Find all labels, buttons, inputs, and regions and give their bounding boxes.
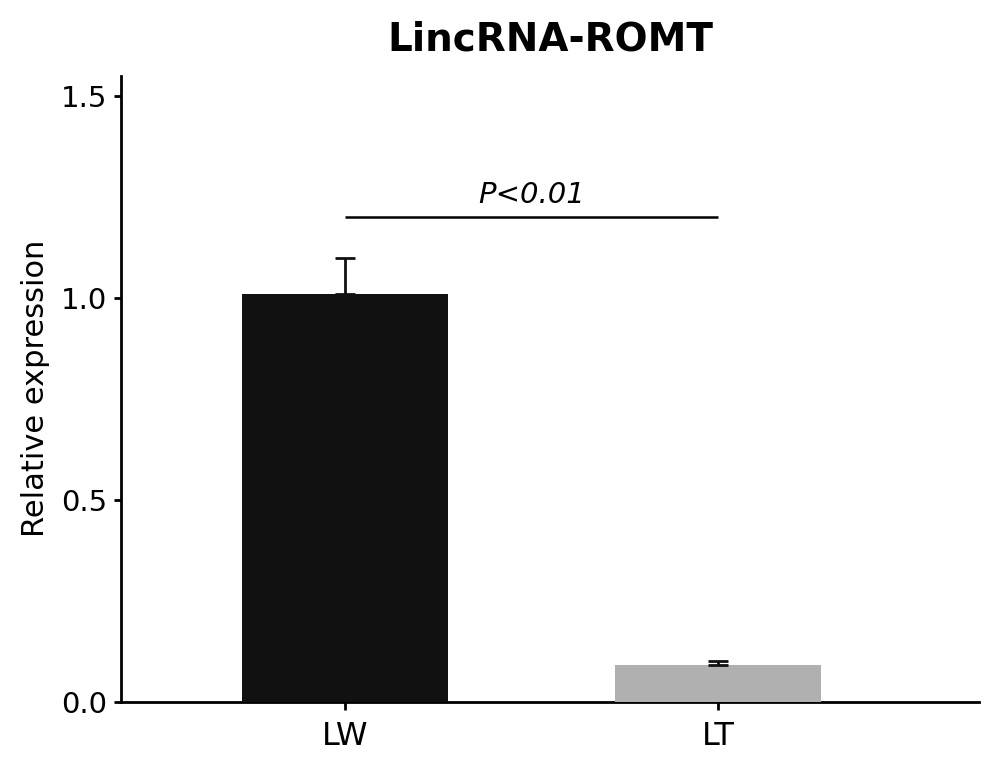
- Bar: [242, 294, 448, 702]
- Title: LincRNA-ROMT: LincRNA-ROMT: [387, 21, 713, 59]
- Text: P<0.01: P<0.01: [478, 181, 585, 209]
- Bar: [615, 666, 821, 702]
- Y-axis label: Relative expression: Relative expression: [21, 240, 50, 537]
